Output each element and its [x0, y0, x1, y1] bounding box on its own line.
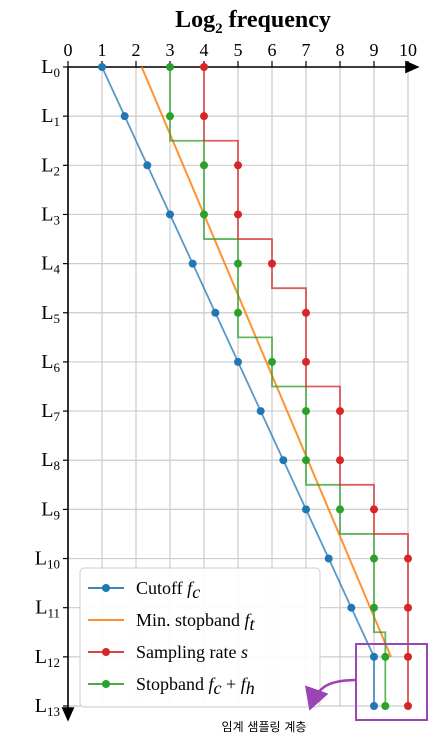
data-point-stopband: [302, 456, 310, 465]
data-point-stopband: [234, 308, 242, 317]
series-sampling: [200, 63, 412, 710]
y-tick-label: L0: [41, 56, 60, 80]
x-tick-label: 8: [336, 40, 345, 60]
data-point-cutoff: [370, 652, 378, 661]
data-point-sampling: [404, 702, 412, 710]
x-tick-label: 7: [302, 40, 311, 60]
y-tick-label: L4: [41, 253, 60, 277]
y-tick-label: L6: [41, 351, 60, 375]
data-point-cutoff: [324, 554, 333, 563]
y-tick-label: L13: [35, 695, 60, 719]
data-point-stopband: [166, 112, 174, 121]
x-tick-label: 4: [200, 40, 209, 60]
data-point-stopband: [302, 407, 310, 416]
data-point-cutoff: [166, 210, 174, 219]
data-point-cutoff: [120, 112, 129, 121]
legend-swatch-marker: [102, 648, 110, 656]
data-point-cutoff: [256, 407, 265, 416]
data-point-stopband: [200, 210, 208, 219]
data-point-sampling: [200, 112, 208, 121]
x-tick-label: 2: [132, 40, 141, 60]
legend-label: Sampling rate s: [136, 642, 248, 662]
data-point-cutoff: [279, 456, 288, 465]
series-layer: [98, 63, 412, 710]
x-tick-label: 10: [399, 40, 417, 60]
annotation-arrow: [304, 678, 358, 711]
annotation-label: 임계 샘플링 계층: [222, 720, 307, 734]
data-point-sampling: [234, 161, 242, 170]
data-point-sampling: [336, 456, 344, 465]
y-axis-ticks: L0 L1 L2 L3 L4 L5 L6 L7 L8 L9 L10 L11 L12 L13: [35, 56, 68, 719]
data-point-stopband: [370, 603, 378, 612]
data-point-stopband: [370, 554, 378, 563]
data-point-sampling: [302, 308, 310, 317]
series-stopband: [166, 63, 390, 710]
y-tick-label: L8: [41, 449, 60, 473]
data-point-sampling: [336, 407, 344, 416]
y-tick-label: L3: [41, 203, 60, 227]
axes: [61, 60, 420, 722]
series-line-sampling: [203, 67, 409, 706]
x-tick-label: 5: [234, 40, 243, 60]
series-line-min_stopband: [140, 66, 392, 658]
series-line-stopband: [169, 67, 387, 706]
data-point-cutoff: [234, 357, 242, 366]
annotation: 임계 샘플링 계층: [222, 643, 428, 734]
x-tick-label: 6: [268, 40, 277, 60]
y-tick-label: L10: [35, 548, 60, 572]
legend-swatch-marker: [102, 680, 110, 688]
data-point-cutoff: [370, 702, 378, 710]
legend: Cutoff fc Min. stopband ft Sampling rate s…: [79, 567, 321, 708]
x-tick-label: 9: [370, 40, 379, 60]
data-point-stopband: [166, 63, 174, 71]
y-tick-label: L9: [41, 498, 60, 522]
legend-item-sampling: Sampling rate s: [88, 642, 248, 662]
legend-label: Min. stopband ft: [136, 610, 256, 634]
data-point-sampling: [370, 505, 378, 514]
critical-sampling-box: [355, 643, 428, 721]
legend-item-min_stopband: Min. stopband ft: [88, 610, 256, 634]
y-tick-label: L12: [35, 646, 60, 670]
data-point-stopband: [268, 357, 276, 366]
data-point-stopband: [336, 505, 344, 514]
data-point-cutoff: [143, 161, 152, 170]
x-tick-label: 1: [98, 40, 107, 60]
data-point-cutoff: [302, 505, 310, 514]
legend-swatch-marker: [102, 584, 110, 592]
data-point-sampling: [404, 652, 412, 661]
y-tick-label: L1: [41, 105, 60, 129]
data-point-sampling: [404, 603, 412, 612]
data-point-stopband: [200, 161, 208, 170]
data-point-cutoff: [98, 63, 106, 71]
data-point-stopband: [234, 259, 242, 268]
data-point-cutoff: [347, 603, 356, 612]
data-point-cutoff: [188, 259, 197, 268]
data-point-stopband: [381, 652, 390, 661]
legend-box: [79, 567, 321, 708]
legend-label: Stopband fc + fh: [136, 674, 255, 698]
data-point-sampling: [302, 357, 310, 366]
data-point-sampling: [234, 210, 242, 219]
chart-title: Log2 frequency: [175, 7, 331, 37]
data-point-sampling: [200, 63, 208, 71]
y-tick-label: L5: [41, 302, 60, 326]
y-tick-label: L2: [41, 154, 60, 178]
data-point-sampling: [404, 554, 412, 563]
data-point-sampling: [268, 259, 276, 268]
y-tick-label: L11: [35, 597, 60, 621]
series-line-cutoff: [101, 66, 375, 706]
y-tick-label: L7: [41, 400, 60, 424]
series-min_stopband: [140, 66, 392, 658]
series-cutoff: [98, 63, 378, 710]
x-axis-ticks: 0 1 2 3 4 5 6 7 8 9 10: [64, 40, 417, 67]
x-tick-label: 3: [166, 40, 175, 60]
legend-item-cutoff: Cutoff fc: [88, 578, 200, 602]
legend-item-stopband: Stopband fc + fh: [88, 674, 255, 698]
data-point-stopband: [381, 702, 390, 710]
data-point-cutoff: [211, 308, 220, 317]
legend-label: Cutoff fc: [136, 578, 200, 602]
x-tick-label: 0: [64, 40, 73, 60]
